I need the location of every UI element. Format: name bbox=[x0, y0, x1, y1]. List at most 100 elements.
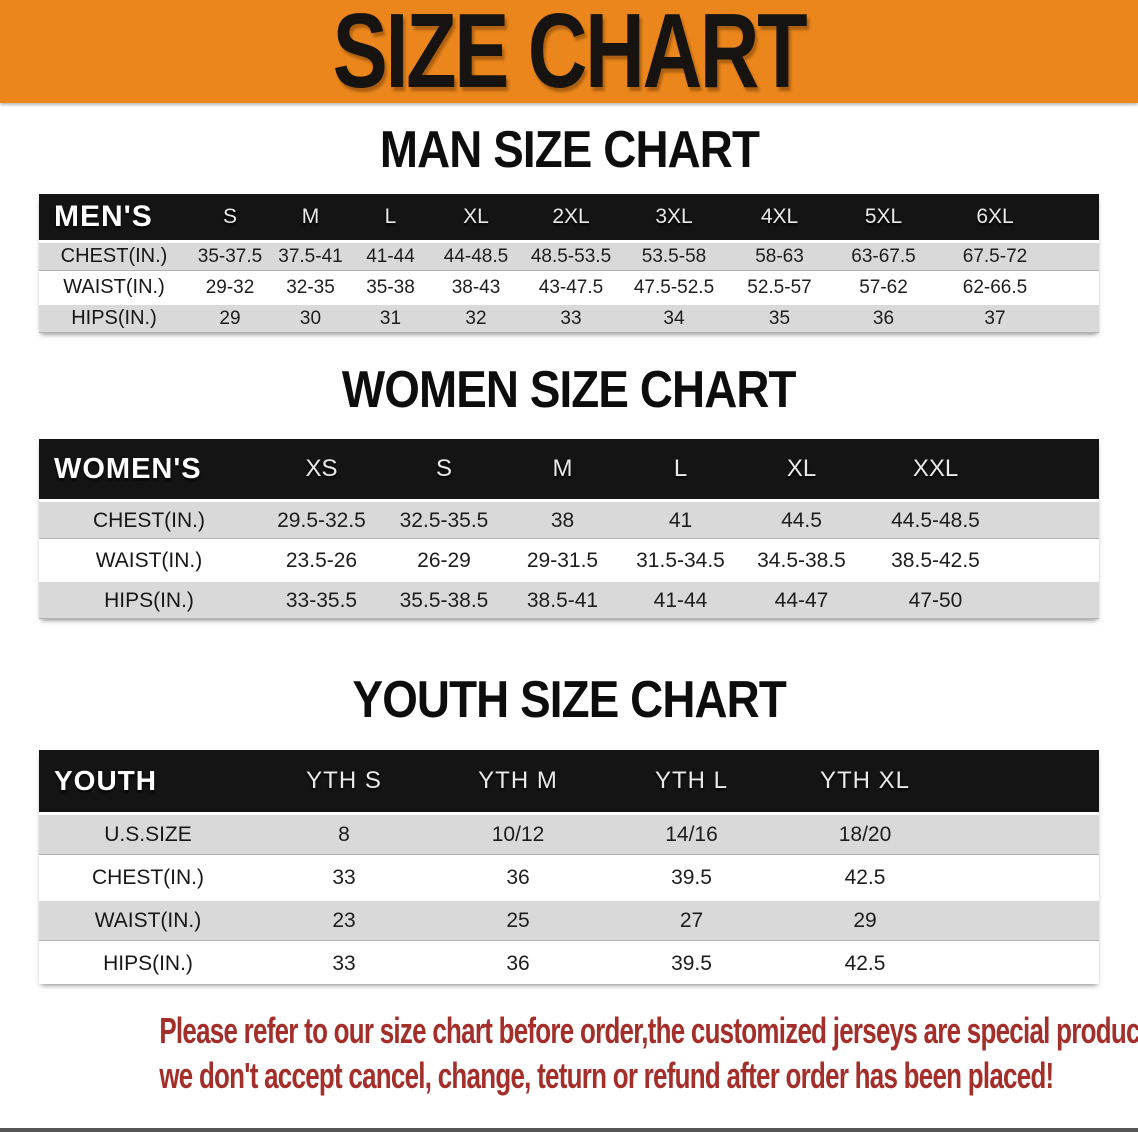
disclaimer: Please refer to our size chart before or… bbox=[0, 1008, 1138, 1098]
spacer-cell bbox=[952, 811, 1099, 855]
size-cell: 23.5-26 bbox=[259, 539, 384, 579]
size-cell: 31.5-34.5 bbox=[621, 539, 740, 579]
column-header-l: L bbox=[673, 455, 688, 483]
size-cell: 32-35 bbox=[271, 270, 350, 302]
spacer-cell bbox=[1008, 439, 1099, 499]
size-table-women-s: WOMEN'S XS S M L XL XXL CHEST(IN.) 29.5-32.5 32.5… bbox=[39, 439, 1099, 620]
column-header-m: M bbox=[301, 204, 320, 228]
size-cell: 44.5-48.5 bbox=[863, 499, 1008, 539]
size-cell: 63-67.5 bbox=[832, 239, 935, 271]
size-cell: 39.5 bbox=[605, 854, 778, 898]
size-cell: 38 bbox=[504, 499, 621, 539]
table-corner-label: MEN'S bbox=[54, 199, 153, 233]
spacer-cell bbox=[1008, 499, 1099, 539]
column-header-l: L bbox=[384, 204, 397, 228]
table-row-waist-in: WAIST(IN.) 23.5-26 26-29 29-31.5 31.5-34.5 34… bbox=[39, 539, 1099, 580]
size-cell: 35 bbox=[727, 301, 832, 333]
size-cell: 53.5-58 bbox=[621, 239, 727, 271]
row-label: U.S.SIZE bbox=[39, 811, 257, 855]
spacer-cell bbox=[952, 940, 1099, 984]
column-header-xs: XS bbox=[305, 455, 338, 483]
spacer-cell bbox=[952, 750, 1099, 812]
row-label: CHEST(IN.) bbox=[39, 239, 189, 271]
column-header-s: S bbox=[222, 204, 237, 228]
size-cell: 29 bbox=[778, 897, 952, 941]
size-cell: 42.5 bbox=[778, 940, 952, 984]
table-row-chest-in: CHEST(IN.) 35-37.5 37.5-41 41-44 44-48.5 48.5… bbox=[39, 239, 1099, 271]
size-cell: 58-63 bbox=[727, 239, 832, 271]
table-row-hips-in: HIPS(IN.) 33-35.5 35.5-38.5 38.5-41 41-44 44-… bbox=[39, 579, 1099, 620]
size-cell: 26-29 bbox=[384, 539, 504, 579]
table-row-waist-in: WAIST(IN.) 23 25 27 29 bbox=[39, 897, 1099, 941]
size-cell: 29 bbox=[189, 301, 271, 333]
row-label: CHEST(IN.) bbox=[39, 499, 259, 539]
size-cell: 32 bbox=[431, 301, 521, 333]
size-table-men-s: MEN'S S M L XL 2XL 3XL 4XL 5XL 6XL CHEST(IN.) 35-37… bbox=[39, 193, 1099, 333]
size-cell: 33 bbox=[257, 854, 431, 898]
size-cell: 52.5-57 bbox=[727, 270, 832, 302]
column-header-yth-s: YTH S bbox=[306, 766, 382, 794]
table-corner-label: WOMEN'S bbox=[54, 452, 202, 485]
table-row-chest-in: CHEST(IN.) 33 36 39.5 42.5 bbox=[39, 854, 1099, 898]
size-cell: 39.5 bbox=[605, 940, 778, 984]
size-cell: 31 bbox=[350, 301, 431, 333]
column-header-2xl: 2XL bbox=[552, 204, 590, 228]
row-label: WAIST(IN.) bbox=[39, 897, 257, 941]
size-cell: 32.5-35.5 bbox=[384, 499, 504, 539]
disclaimer-line-1: Please refer to our size chart before or… bbox=[159, 1009, 1138, 1051]
size-cell: 38-43 bbox=[431, 270, 521, 302]
column-header-6xl: 6XL bbox=[976, 204, 1014, 228]
column-header-xxl: XXL bbox=[912, 455, 959, 483]
table-corner-label: YOUTH bbox=[54, 764, 157, 796]
size-cell: 41-44 bbox=[350, 239, 431, 271]
size-cell: 14/16 bbox=[605, 811, 778, 855]
section-heading: WOMEN SIZE CHART bbox=[0, 360, 1138, 419]
bottom-divider bbox=[0, 1128, 1138, 1132]
size-cell: 37.5-41 bbox=[271, 239, 350, 271]
column-header-yth-m: YTH M bbox=[478, 766, 558, 794]
size-cell: 38.5-41 bbox=[504, 579, 621, 619]
spacer-cell bbox=[1008, 539, 1099, 579]
size-cell: 44.5 bbox=[740, 499, 863, 539]
column-header-xl: XL bbox=[463, 204, 489, 228]
size-cell: 67.5-72 bbox=[935, 239, 1055, 271]
size-cell: 36 bbox=[431, 854, 605, 898]
size-cell: 36 bbox=[832, 301, 935, 333]
column-header-xl: XL bbox=[786, 455, 817, 483]
table-row-chest-in: CHEST(IN.) 29.5-32.5 32.5-35.5 38 41 44.5 44.5… bbox=[39, 499, 1099, 540]
section-heading-text: WOMEN SIZE CHART bbox=[342, 360, 797, 419]
spacer-cell bbox=[952, 897, 1099, 941]
section-heading: YOUTH SIZE CHART bbox=[0, 673, 1138, 728]
size-cell: 44-47 bbox=[740, 579, 863, 619]
size-table-youth: YOUTH YTH S YTH M YTH L YTH XL U.S.SIZE 8 10/12… bbox=[39, 749, 1099, 984]
table-row-u-s-size: U.S.SIZE 8 10/12 14/16 18/20 bbox=[39, 811, 1099, 855]
size-cell: 48.5-53.5 bbox=[521, 239, 621, 271]
size-cell: 23 bbox=[257, 897, 431, 941]
size-cell: 29-31.5 bbox=[504, 539, 621, 579]
size-cell: 33-35.5 bbox=[259, 579, 384, 619]
column-header-yth-l: YTH L bbox=[654, 766, 728, 794]
section-heading-text: YOUTH SIZE CHART bbox=[352, 671, 786, 730]
size-cell: 18/20 bbox=[778, 811, 952, 855]
spacer-cell bbox=[1008, 579, 1099, 619]
spacer-cell bbox=[1055, 194, 1099, 240]
size-cell: 42.5 bbox=[778, 854, 952, 898]
size-cell: 10/12 bbox=[431, 811, 605, 855]
table-row-hips-in: HIPS(IN.) 29 30 31 32 33 34 35 36 37 bbox=[39, 301, 1099, 333]
size-cell: 62-66.5 bbox=[935, 270, 1055, 302]
size-cell: 35-37.5 bbox=[189, 239, 271, 271]
page-title: SIZE CHART bbox=[332, 0, 808, 111]
size-cell: 44-48.5 bbox=[431, 239, 521, 271]
size-cell: 29-32 bbox=[189, 270, 271, 302]
table-row-waist-in: WAIST(IN.) 29-32 32-35 35-38 38-43 43-47.5 47.… bbox=[39, 270, 1099, 302]
row-label: HIPS(IN.) bbox=[39, 940, 257, 984]
column-header-4xl: 4XL bbox=[760, 204, 799, 228]
section-heading-text: MAN SIZE CHART bbox=[379, 121, 759, 179]
size-cell: 27 bbox=[605, 897, 778, 941]
size-cell: 34 bbox=[621, 301, 727, 333]
row-label: HIPS(IN.) bbox=[39, 579, 259, 619]
row-label: WAIST(IN.) bbox=[39, 270, 189, 302]
size-cell: 34.5-38.5 bbox=[740, 539, 863, 579]
column-header-s: S bbox=[435, 455, 452, 483]
